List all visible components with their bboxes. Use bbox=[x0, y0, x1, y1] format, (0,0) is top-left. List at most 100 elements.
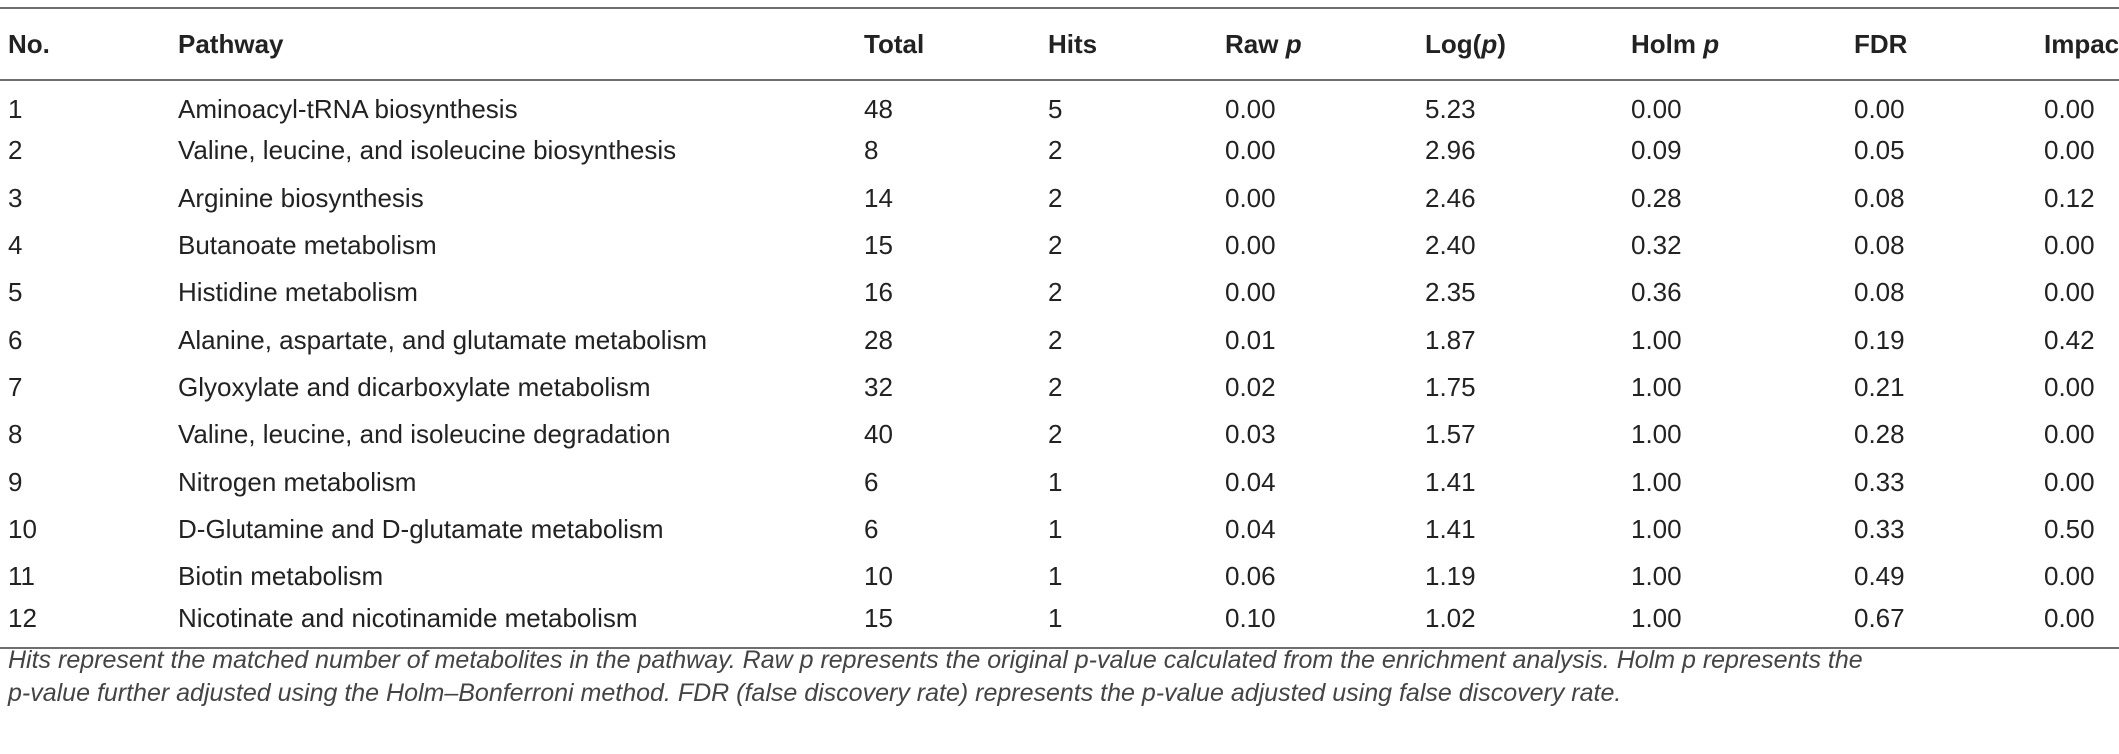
cell-fdr: 0.19 bbox=[1854, 324, 1905, 355]
cell-raw-p: 0.10 bbox=[1225, 602, 1276, 633]
cell-no: 10 bbox=[8, 513, 37, 544]
table-row: 12 Nicotinate and nicotinamide metabolis… bbox=[0, 600, 2119, 648]
cell-log-p: 2.96 bbox=[1425, 135, 1476, 166]
cell-holm-p: 0.36 bbox=[1631, 277, 1682, 308]
cell-raw-p: 0.06 bbox=[1225, 561, 1276, 592]
cell-total: 6 bbox=[864, 466, 879, 497]
cell-impact: 0.00 bbox=[2044, 419, 2095, 450]
header-hits: Hits bbox=[1048, 7, 1225, 81]
table-footnote: Hits represent the matched number of met… bbox=[8, 644, 2108, 710]
stereo-prefix-d: D bbox=[178, 513, 197, 544]
cell-pathway: D-Glutamine and D-glutamate metabolism bbox=[178, 506, 864, 553]
cell-holm-p: 1.00 bbox=[1631, 602, 1682, 633]
cell-log-p: 1.41 bbox=[1425, 513, 1476, 544]
cell-hits: 2 bbox=[1048, 135, 1063, 166]
table-row: 2 Valine, leucine, and isoleucine biosyn… bbox=[0, 127, 2119, 174]
cell-raw-p: 0.01 bbox=[1225, 324, 1276, 355]
cell-holm-p: 1.00 bbox=[1631, 561, 1682, 592]
cell-fdr: 0.00 bbox=[1854, 93, 1905, 124]
cell-total: 14 bbox=[864, 182, 893, 213]
cell-log-p: 2.35 bbox=[1425, 277, 1476, 308]
table-row: 7 Glyoxylate and dicarboxylate metabolis… bbox=[0, 364, 2119, 411]
cell-log-p: 2.40 bbox=[1425, 230, 1476, 261]
cell-pathway: Histidine metabolism bbox=[178, 277, 418, 308]
header-row: No. Pathway Total Hits Raw p Log(p) Holm… bbox=[0, 7, 2119, 81]
header-no: No. bbox=[0, 7, 178, 81]
cell-no: 8 bbox=[8, 419, 23, 450]
header-log-p-symbol: p bbox=[1481, 28, 1498, 59]
stereo-prefix-d: D bbox=[381, 513, 401, 544]
cell-holm-p: 1.00 bbox=[1631, 466, 1682, 497]
footnote-line: Hits represent the matched number of met… bbox=[8, 646, 1863, 674]
cell-holm-p: 0.09 bbox=[1631, 135, 1682, 166]
cell-raw-p: 0.03 bbox=[1225, 419, 1276, 450]
cell-fdr: 0.33 bbox=[1854, 466, 1905, 497]
cell-no: 2 bbox=[8, 135, 23, 166]
cell-total: 40 bbox=[864, 419, 893, 450]
cell-hits: 2 bbox=[1048, 230, 1063, 261]
cell-impact: 0.00 bbox=[2044, 466, 2095, 497]
cell-impact: 0.00 bbox=[2044, 602, 2095, 633]
table-row: 4 Butanoate metabolism 15 2 0.00 2.40 0.… bbox=[0, 222, 2119, 269]
cell-hits: 1 bbox=[1048, 561, 1063, 592]
cell-total: 15 bbox=[864, 230, 893, 261]
cell-pathway: Butanoate metabolism bbox=[178, 230, 437, 261]
cell-log-p: 2.46 bbox=[1425, 182, 1476, 213]
cell-no: 1 bbox=[8, 93, 23, 124]
cell-holm-p: 1.00 bbox=[1631, 513, 1682, 544]
cell-hits: 2 bbox=[1048, 182, 1063, 213]
cell-raw-p: 0.00 bbox=[1225, 182, 1276, 213]
cell-impact: 0.12 bbox=[2044, 182, 2095, 213]
cell-holm-p: 1.00 bbox=[1631, 324, 1682, 355]
cell-impact: 0.00 bbox=[2044, 135, 2095, 166]
cell-holm-p: 1.00 bbox=[1631, 419, 1682, 450]
cell-raw-p: 0.04 bbox=[1225, 466, 1276, 497]
cell-fdr: 0.28 bbox=[1854, 419, 1905, 450]
cell-total: 32 bbox=[864, 371, 893, 402]
table-row: 5 Histidine metabolism 16 2 0.00 2.35 0.… bbox=[0, 269, 2119, 316]
cell-pathway: Valine, leucine, and isoleucine degradat… bbox=[178, 419, 671, 450]
cell-holm-p: 1.00 bbox=[1631, 371, 1682, 402]
cell-hits: 2 bbox=[1048, 371, 1063, 402]
cell-log-p: 1.75 bbox=[1425, 371, 1476, 402]
table-row: 1 Aminoacyl-tRNA biosynthesis 48 5 0.00 … bbox=[0, 80, 2119, 127]
cell-total: 6 bbox=[864, 513, 879, 544]
cell-no: 11 bbox=[8, 561, 35, 592]
table-row: 3 Arginine biosynthesis 14 2 0.00 2.46 0… bbox=[0, 175, 2119, 222]
table-row: 6 Alanine, aspartate, and glutamate meta… bbox=[0, 316, 2119, 363]
cell-log-p: 1.19 bbox=[1425, 561, 1476, 592]
table-row: 9 Nitrogen metabolism 6 1 0.04 1.41 1.00… bbox=[0, 458, 2119, 505]
cell-pathway: Valine, leucine, and isoleucine biosynth… bbox=[178, 135, 677, 166]
cell-impact: 0.00 bbox=[2044, 277, 2095, 308]
table-row: 10 D-Glutamine and D-glutamate metabolis… bbox=[0, 506, 2119, 553]
cell-impact: 0.50 bbox=[2044, 513, 2095, 544]
cell-raw-p: 0.00 bbox=[1225, 230, 1276, 261]
cell-impact: 0.00 bbox=[2044, 371, 2095, 402]
cell-holm-p: 0.28 bbox=[1631, 182, 1682, 213]
cell-total: 15 bbox=[864, 602, 893, 633]
cell-impact: 0.00 bbox=[2044, 230, 2095, 261]
pathway-text-part: -glutamate metabolism bbox=[400, 513, 664, 544]
cell-hits: 1 bbox=[1048, 513, 1063, 544]
pathway-text-part: -Glutamine and bbox=[196, 513, 382, 544]
cell-no: 4 bbox=[8, 230, 23, 261]
cell-total: 10 bbox=[864, 561, 893, 592]
cell-holm-p: 0.32 bbox=[1631, 230, 1682, 261]
header-holm-p-symbol: p bbox=[1703, 28, 1720, 59]
header-log-p-prefix: Log( bbox=[1425, 28, 1482, 59]
cell-fdr: 0.49 bbox=[1854, 561, 1905, 592]
cell-impact: 0.42 bbox=[2044, 324, 2095, 355]
cell-raw-p: 0.00 bbox=[1225, 135, 1276, 166]
table-row: 11 Biotin metabolism 10 1 0.06 1.19 1.00… bbox=[0, 553, 2119, 600]
cell-hits: 2 bbox=[1048, 419, 1063, 450]
cell-raw-p: 0.00 bbox=[1225, 93, 1276, 124]
cell-hits: 1 bbox=[1048, 466, 1063, 497]
header-raw-p-label: Raw bbox=[1225, 28, 1286, 59]
cell-pathway: Arginine biosynthesis bbox=[178, 182, 424, 213]
cell-pathway: Glyoxylate and dicarboxylate metabolism bbox=[178, 371, 651, 402]
cell-pathway: Nicotinate and nicotinamide metabolism bbox=[178, 602, 638, 633]
footnote-line: p-value further adjusted using the Holm–… bbox=[8, 679, 1622, 707]
cell-log-p: 1.57 bbox=[1425, 419, 1476, 450]
header-raw-p-symbol: p bbox=[1285, 28, 1302, 59]
cell-no: 3 bbox=[8, 182, 23, 213]
